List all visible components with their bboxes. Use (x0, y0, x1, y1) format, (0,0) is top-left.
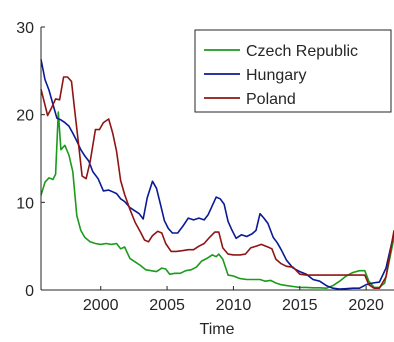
x-tick-label: 2015 (282, 297, 318, 314)
legend-label: Hungary (246, 67, 306, 84)
y-tick-label: 0 (25, 283, 34, 300)
plot-area (40, 59, 394, 290)
series-line-hungary (40, 59, 394, 290)
y-tick-label: 30 (16, 20, 34, 37)
series-line-czech-republic (40, 111, 394, 289)
y-tick-label: 20 (16, 108, 34, 125)
legend: Czech Republic Hungary Poland (194, 29, 392, 113)
y-axis-ticks: 0 10 20 30 (16, 20, 45, 300)
axes (40, 27, 394, 291)
x-tick-label: 2020 (348, 297, 384, 314)
series-line-poland (40, 76, 394, 289)
x-tick-label: 2005 (149, 297, 185, 314)
legend-label: Czech Republic (246, 43, 358, 60)
legend-label: Poland (246, 91, 296, 108)
x-axis-label: Time (200, 321, 235, 338)
x-axis-ticks: 2000 2005 2010 2015 2020 (83, 286, 384, 314)
x-tick-label: 2010 (216, 297, 252, 314)
y-tick-label: 10 (16, 195, 34, 212)
x-tick-label: 2000 (83, 297, 119, 314)
